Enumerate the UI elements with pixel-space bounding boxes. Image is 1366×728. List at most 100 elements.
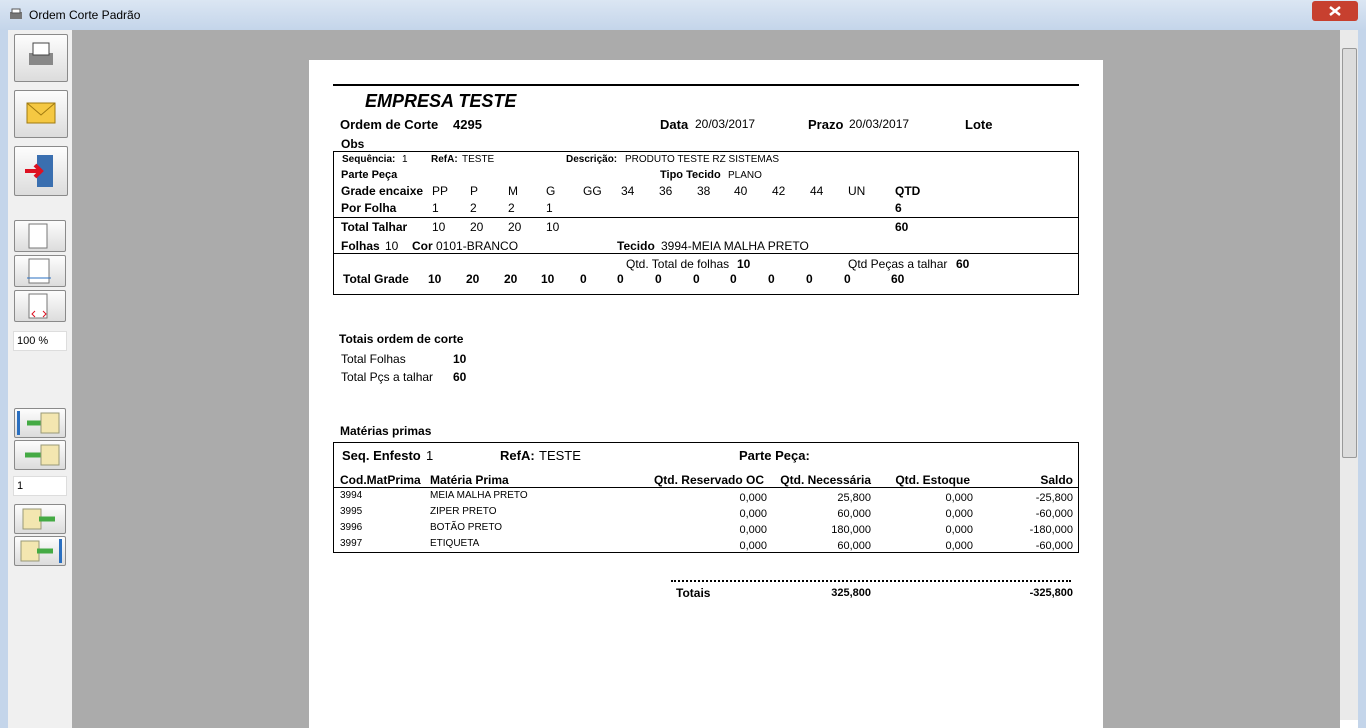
divider <box>333 217 1079 218</box>
value: 0 <box>655 272 662 286</box>
exit-button[interactable] <box>14 146 68 196</box>
value: 0 <box>844 272 851 286</box>
cell: 0,000 <box>739 524 767 536</box>
label: Tecido <box>617 239 655 253</box>
window-border <box>1358 30 1366 728</box>
value: 0 <box>806 272 813 286</box>
value: 60 <box>895 220 909 234</box>
value: 60 <box>956 257 970 271</box>
cell: -60,000 <box>1035 508 1073 520</box>
cell: MEIA MALHA PRETO <box>430 490 528 501</box>
label: Obs <box>341 137 365 151</box>
value: 10 <box>737 257 751 271</box>
label: Seq. Enfesto <box>342 448 421 463</box>
next-page-button[interactable] <box>14 504 66 534</box>
column-header: Qtd. Estoque <box>895 473 970 487</box>
value: PLANO <box>728 170 762 181</box>
value: 2 <box>470 201 477 215</box>
label: Tipo Tecido <box>660 169 721 181</box>
cell: 0,000 <box>945 540 973 552</box>
label: Lote <box>965 117 993 132</box>
divider <box>333 253 1079 254</box>
label: Totais <box>676 586 711 600</box>
email-button[interactable] <box>14 90 68 138</box>
cell: 0,000 <box>945 524 973 536</box>
section-title: Matérias primas <box>340 424 432 438</box>
page-value: 1 <box>17 480 24 492</box>
value: 0 <box>730 272 737 286</box>
value: TESTE <box>462 154 495 165</box>
zoom-width-button[interactable] <box>14 255 66 287</box>
value: 20/03/2017 <box>695 117 756 131</box>
label: Total Talhar <box>341 220 408 234</box>
column-header: Qtd. Necessária <box>780 473 871 487</box>
value: 6 <box>895 201 902 215</box>
label: Parte Peça <box>341 169 398 181</box>
scroll-thumb[interactable] <box>1342 48 1357 458</box>
cell: ETIQUETA <box>430 538 480 549</box>
value: PRODUTO TESTE RZ SISTEMAS <box>625 154 780 165</box>
value: 1 <box>402 154 408 165</box>
cell: 3995 <box>340 506 363 517</box>
last-page-button[interactable] <box>14 536 66 566</box>
cell: 180,000 <box>831 524 871 536</box>
value: 10 <box>546 220 560 234</box>
label: Grade encaixe <box>341 184 424 198</box>
scrollbar[interactable] <box>1340 30 1358 720</box>
close-button[interactable] <box>1312 1 1358 21</box>
value: 20/03/2017 <box>849 117 910 131</box>
zoom-page-button[interactable] <box>14 220 66 252</box>
value: 20 <box>504 272 518 286</box>
column-header: Cod.MatPrima <box>340 473 421 487</box>
zoom-value: 100 % <box>17 335 49 347</box>
label: Por Folha <box>341 201 397 215</box>
value: 0 <box>617 272 624 286</box>
value: 3994-MEIA MALHA PRETO <box>661 239 809 253</box>
value: 60 <box>891 272 905 286</box>
cell: -60,000 <box>1035 540 1073 552</box>
cell: BOTÃO PRETO <box>430 522 503 533</box>
size-header: G <box>546 184 556 198</box>
size-header: 44 <box>810 184 824 198</box>
label: Sequência: <box>342 154 396 165</box>
size-header: P <box>470 184 479 198</box>
print-button[interactable] <box>14 34 68 82</box>
grade-box <box>333 151 1079 295</box>
size-header: GG <box>583 184 602 198</box>
prev-page-button[interactable] <box>14 440 66 470</box>
totals-rule <box>671 580 1071 582</box>
label: Cor <box>412 239 433 253</box>
cell: -180,000 <box>1029 524 1073 536</box>
zoom-custom-button[interactable] <box>14 290 66 322</box>
label: QTD <box>895 184 921 198</box>
cell: ZIPER PRETO <box>430 506 497 517</box>
label: Parte Peça: <box>739 448 810 463</box>
label: Total Pçs a talhar <box>341 370 434 384</box>
column-header: Saldo <box>1040 473 1073 487</box>
page-field[interactable]: 1 <box>13 476 67 496</box>
size-header: M <box>508 184 518 198</box>
value: 10 <box>541 272 555 286</box>
label: Folhas <box>341 239 380 253</box>
cell: 60,000 <box>837 540 871 552</box>
cell: 3997 <box>340 538 363 549</box>
label: RefA: <box>431 154 458 165</box>
report-page <box>309 60 1103 728</box>
column-header: Qtd. Reservado OC <box>653 473 764 487</box>
value: 2 <box>508 201 515 215</box>
value: 20 <box>470 220 484 234</box>
column-header: Matéria Prima <box>430 473 509 487</box>
zoom-field[interactable]: 100 % <box>13 331 67 351</box>
window-title: Ordem Corte Padrão <box>29 8 141 22</box>
cell: 3994 <box>340 490 363 501</box>
label: Total Grade <box>343 272 409 286</box>
label: Ordem de Corte <box>340 117 439 132</box>
value: 10 <box>432 220 446 234</box>
cell: 0,000 <box>945 508 973 520</box>
value: 10 <box>385 239 399 253</box>
materials-box <box>333 442 1079 553</box>
cell: 3996 <box>340 522 363 533</box>
value: 1 <box>426 448 434 463</box>
first-page-button[interactable] <box>14 408 66 438</box>
